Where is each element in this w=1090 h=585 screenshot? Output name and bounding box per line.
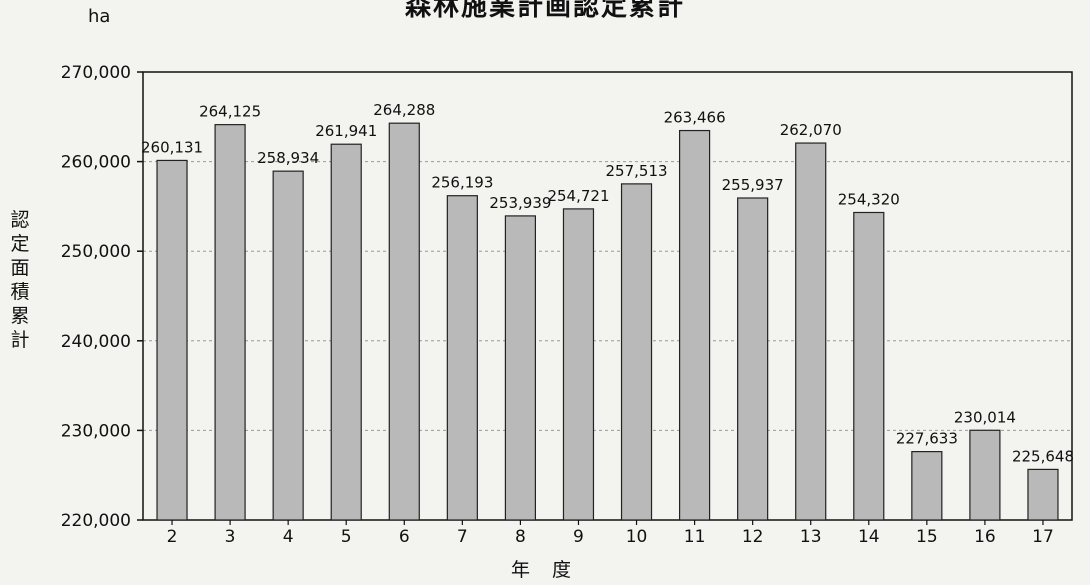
y-tick-label: 270,000: [61, 63, 131, 83]
bar-8: [504, 215, 537, 521]
data-label: 227,633: [896, 430, 958, 448]
chart-title: 森林施業計画認定累計: [404, 0, 685, 22]
x-tick-label: 16: [974, 527, 996, 547]
bar-15: [911, 451, 943, 521]
x-tick-label: 11: [684, 527, 706, 547]
bar-9: [562, 208, 595, 521]
data-label: 262,070: [780, 121, 842, 139]
x-tick-label: 14: [858, 527, 880, 547]
y-tick-label: 260,000: [61, 153, 131, 173]
x-axis-label: 年 度: [510, 559, 580, 581]
bar-2: [156, 159, 188, 521]
bar-3: [214, 124, 246, 521]
data-label: 261,941: [315, 122, 377, 140]
y-tick-label: 250,000: [61, 242, 131, 262]
data-label: 225,648: [1012, 447, 1074, 465]
data-label: 253,939: [489, 194, 551, 212]
x-tick-label: 7: [457, 527, 468, 547]
x-tick-label: 12: [742, 527, 764, 547]
x-tick-label: 4: [283, 527, 294, 547]
data-label: 257,513: [606, 162, 668, 180]
data-label: 264,125: [199, 103, 261, 121]
bar-4: [272, 170, 304, 521]
x-tick-label: 10: [626, 527, 648, 547]
bar-10: [620, 183, 653, 521]
bar-6: [388, 122, 420, 521]
data-label: 260,131: [141, 138, 203, 156]
x-tick-label: 3: [225, 527, 236, 547]
data-label: 254,721: [547, 187, 609, 205]
data-label: 255,937: [722, 176, 784, 194]
x-tick-label: 9: [573, 527, 584, 547]
data-label: 254,320: [838, 190, 900, 208]
bar-17: [1027, 468, 1059, 521]
data-label: 256,193: [431, 174, 493, 192]
y-tick-label: 240,000: [61, 332, 131, 352]
x-tick-label: 8: [515, 527, 526, 547]
bar-7: [446, 195, 478, 521]
bar-16: [969, 429, 1001, 521]
x-tick-label: 6: [399, 527, 410, 547]
data-label: 264,288: [373, 101, 435, 119]
bar-5: [330, 143, 362, 521]
y-axis-label: 認定面積累計: [10, 209, 30, 351]
bar-11: [678, 129, 711, 521]
bar-12: [737, 197, 769, 521]
y-tick-label: 220,000: [61, 511, 131, 531]
x-tick-label: 15: [916, 527, 938, 547]
plot-frame: [142, 71, 1073, 521]
bar-13: [795, 142, 827, 521]
x-tick-label: 13: [800, 527, 822, 547]
data-label: 230,014: [954, 408, 1016, 426]
data-label: 258,934: [257, 149, 319, 167]
x-tick-label: 5: [341, 527, 352, 547]
y-tick-label: 230,000: [61, 421, 131, 441]
bar-14: [853, 211, 885, 521]
x-tick-label: 17: [1032, 527, 1054, 547]
x-tick-label: 2: [167, 527, 178, 547]
unit-label: ha: [88, 6, 111, 27]
data-label: 263,466: [664, 109, 726, 127]
